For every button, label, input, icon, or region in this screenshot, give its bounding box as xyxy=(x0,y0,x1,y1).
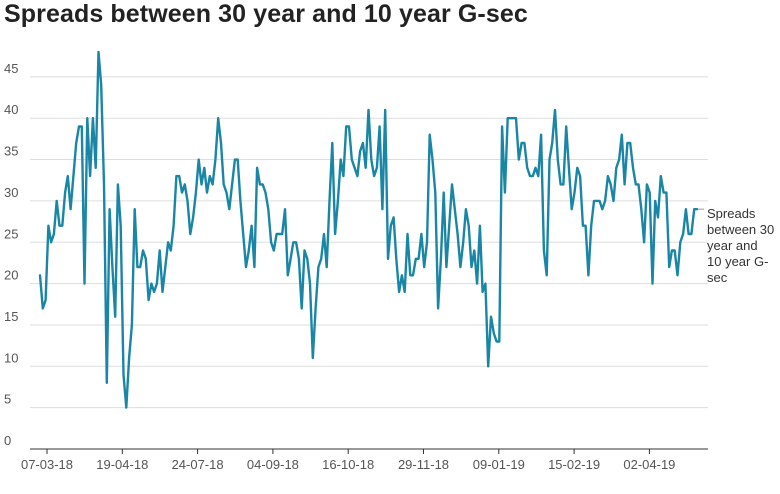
y-tick-label: 40 xyxy=(4,102,18,117)
x-tick-label: 24-07-18 xyxy=(172,457,224,472)
x-tick-label: 02-04-19 xyxy=(623,457,675,472)
y-axis-ticks: 0 5 10 15 20 25 30 35 40 45 xyxy=(4,61,18,448)
x-tick-label: 19-04-18 xyxy=(96,457,148,472)
x-tick-label: 15-02-19 xyxy=(548,457,600,472)
series-end-label: Spreads between 30 year and 10 year G-se… xyxy=(707,206,775,285)
y-tick-label: 20 xyxy=(4,268,18,283)
x-axis-ticks: 07-03-18 19-04-18 24-07-18 04-09-18 16-10-18… xyxy=(21,449,675,472)
y-tick-label: 45 xyxy=(4,61,18,76)
y-tick-label: 15 xyxy=(4,309,18,324)
x-tick-label: 07-03-18 xyxy=(21,457,73,472)
series-line-spreads xyxy=(38,50,699,409)
gridlines xyxy=(30,76,708,409)
x-tick-label: 29-11-18 xyxy=(398,457,449,472)
y-tick-label: 25 xyxy=(4,226,18,241)
y-tick-label: 10 xyxy=(4,350,18,365)
y-tick-label: 30 xyxy=(4,185,18,200)
y-tick-label: 5 xyxy=(4,392,11,407)
x-tick-label: 04-09-18 xyxy=(247,457,299,472)
chart-title: Spreads between 30 year and 10 year G-se… xyxy=(4,0,528,28)
y-tick-label: 35 xyxy=(4,144,18,159)
x-tick-label: 09-01-19 xyxy=(473,457,525,472)
y-tick-label: 0 xyxy=(4,433,11,448)
x-tick-label: 16-10-18 xyxy=(322,457,374,472)
